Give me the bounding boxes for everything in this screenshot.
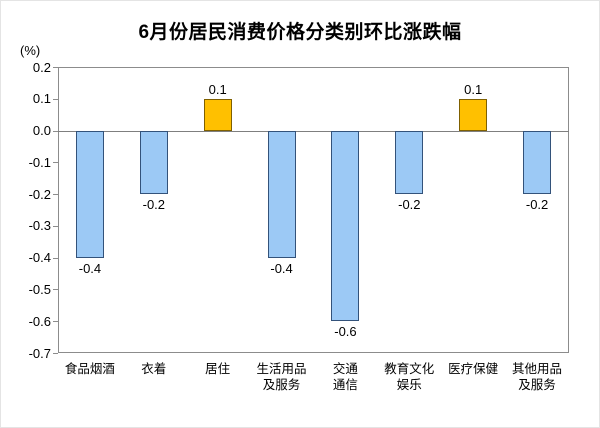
chart-bar xyxy=(523,130,552,195)
bar-value-label: -0.2 xyxy=(525,197,549,213)
chart-bar xyxy=(331,130,360,322)
y-axis-tick-mark xyxy=(53,67,58,68)
chart-bar xyxy=(139,130,168,195)
chart-bar xyxy=(395,130,424,195)
y-axis-tick-label: 0.0 xyxy=(32,123,51,139)
y-axis-tick-label: -0.4 xyxy=(28,250,51,266)
bar-value-label: -0.4 xyxy=(270,260,293,276)
y-axis-tick-mark xyxy=(53,162,58,164)
chart-bar xyxy=(203,98,232,131)
y-axis-unit-label: (%) xyxy=(20,43,41,58)
chart-bar xyxy=(267,130,296,258)
y-axis-tick-mark xyxy=(53,194,58,196)
y-axis-tick-mark xyxy=(53,289,58,291)
y-axis-tick-mark xyxy=(53,130,58,132)
chart-bar xyxy=(75,130,104,258)
x-axis-category-label: 衣着 xyxy=(141,362,167,376)
y-axis-tick-mark xyxy=(53,98,58,100)
x-axis-category-label: 生活用品 及服务 xyxy=(256,362,307,393)
y-axis-tick-mark xyxy=(53,257,58,259)
bar-value-label: 0.1 xyxy=(464,81,483,97)
bar-value-label: -0.6 xyxy=(334,324,357,340)
y-axis-tick-mark xyxy=(53,225,58,227)
x-axis-category-label: 居住 xyxy=(205,362,231,376)
bar-value-label: 0.1 xyxy=(208,81,227,97)
x-axis-category-label: 食品烟酒 xyxy=(64,362,115,376)
bar-value-label: -0.4 xyxy=(78,260,102,276)
y-axis-tick-label: -0.1 xyxy=(28,154,51,170)
bar-value-label: -0.2 xyxy=(142,197,166,213)
y-axis-tick-label: -0.7 xyxy=(28,345,51,361)
y-axis-tick-label: -0.6 xyxy=(28,313,51,329)
chart-bar xyxy=(459,98,488,131)
y-axis-tick-label: -0.2 xyxy=(28,186,51,202)
y-axis-tick-label: 0.1 xyxy=(32,91,51,107)
y-axis-tick-label: 0.2 xyxy=(32,59,51,75)
x-axis-category-label: 交通 通信 xyxy=(332,362,358,393)
x-axis-category-label: 医疗保健 xyxy=(448,362,499,376)
y-axis-tick-label: -0.5 xyxy=(28,281,51,297)
bar-value-label: -0.2 xyxy=(398,197,421,213)
x-axis-category-label: 教育文化 娱乐 xyxy=(384,362,435,393)
x-axis-category-label: 其他用品 及服务 xyxy=(512,362,563,393)
plot-area xyxy=(58,67,569,353)
chart-title: 6月份居民消费价格分类别环比涨跌幅 xyxy=(138,22,462,43)
zero-axis-line xyxy=(58,130,569,132)
y-axis-tick-mark xyxy=(53,321,58,323)
y-axis-tick-mark xyxy=(53,353,58,354)
y-axis-tick-label: -0.3 xyxy=(28,218,51,234)
